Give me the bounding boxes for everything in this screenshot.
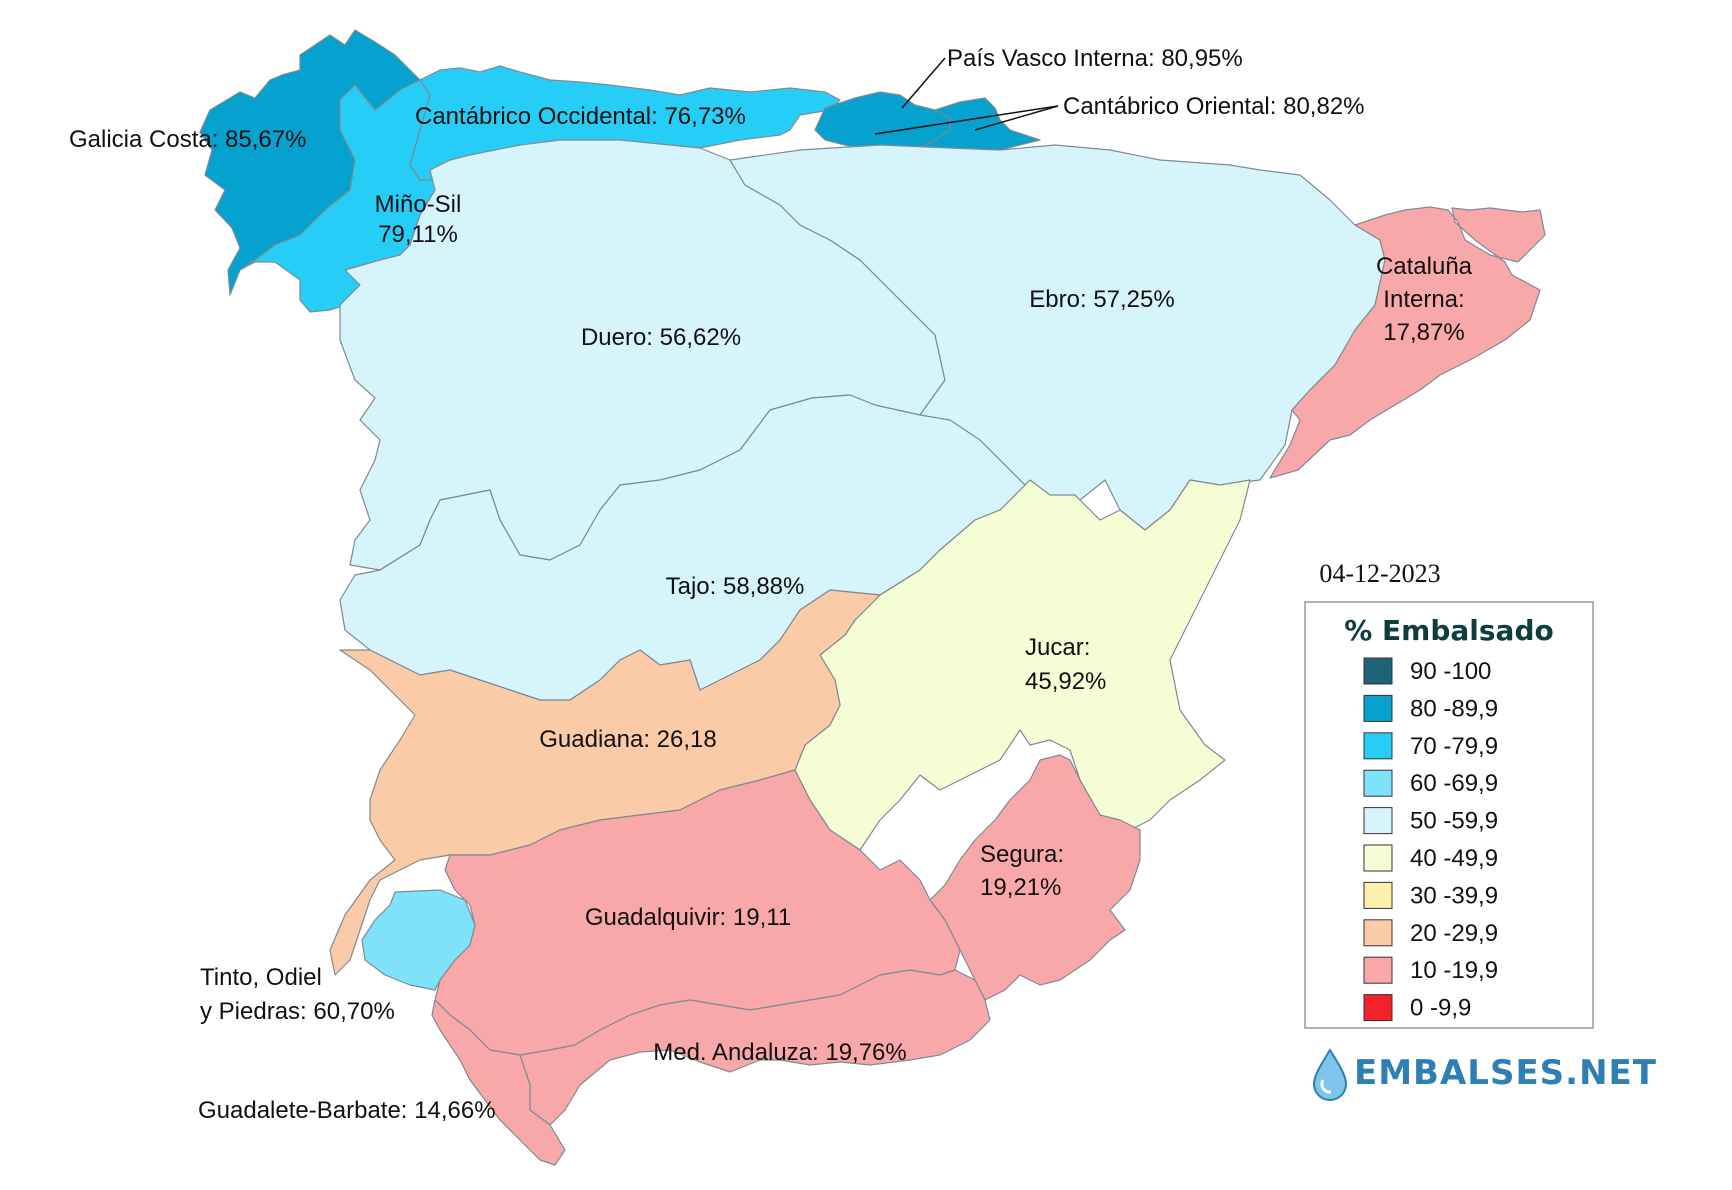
legend-items: 90 -100 80 -89,9 70 -79,9 60 -69,9 50 -59,9 4… [1363,657,1498,1022]
basin-regions [199,29,1546,1166]
basin-tinto [361,889,476,991]
basin-label-line: Tinto, Odiel [200,964,322,991]
basin-label-jucar: Jucar: 45,92% [1025,634,1106,695]
leader-cantabrico-oriental-2 [974,105,1059,131]
basin-label-tajo: Tajo: 58,88% [666,573,805,600]
basin-label-line: Cataluña [1376,253,1473,280]
basin-label-guadalquivir: Guadalquivir: 19,11 [585,904,791,931]
basin-label-duero: Duero: 56,62% [581,324,741,351]
basin-label-line: 17,87% [1383,319,1464,346]
leader-pais-vasco [901,57,946,109]
basin-label-paisvasco: País Vasco Interna: 80,95% [947,45,1243,72]
legend-label: 50 -59,9 [1410,808,1498,835]
basin-label-segura: Segura: 19,21% [980,841,1064,901]
legend-label: 40 -49,9 [1410,845,1498,872]
legend-swatch [1363,844,1393,872]
basin-label-line: Guadiana: 26,18 [539,726,716,753]
legend-swatch [1363,994,1393,1022]
legend-label: 70 -79,9 [1410,733,1498,760]
legend-label: 10 -19,9 [1410,957,1498,984]
basin-label-line: Guadalete-Barbate: 14,66% [198,1097,496,1124]
legend-swatch [1363,881,1393,909]
label-leader-lines [874,57,1059,135]
legend-swatch [1363,694,1393,722]
basin-label-line: Ebro: 57,25% [1029,286,1174,313]
legend-label: 90 -100 [1410,658,1491,685]
basin-labels: Galicia Costa: 85,67% Miño-Sil 79,11% Cantá… [69,45,1473,1124]
basin-label-guadalete: Guadalete-Barbate: 14,66% [198,1097,496,1124]
basin-guadalete [431,999,566,1166]
legend-label: 80 -89,9 [1410,695,1498,722]
legend-swatch [1363,956,1393,984]
legend-label: 20 -29,9 [1410,920,1498,947]
legend-swatch [1363,732,1393,760]
basin-label-line: 79,11% [378,221,458,248]
basin-label-ebro: Ebro: 57,25% [1029,286,1174,313]
basin-label-line: País Vasco Interna: 80,95% [947,45,1243,72]
basin-label-guadiana: Guadiana: 26,18 [539,726,716,753]
basin-label-line: Cantábrico Occidental: 76,73% [415,103,746,130]
basin-label-line: 19,21% [980,874,1061,901]
basin-label-line: Miño-Sil [375,191,462,218]
basin-label-line: Jucar: [1025,634,1090,661]
brand-logo: EMBALSES.NET [1312,1048,1657,1101]
legend-frame [1304,601,1594,1029]
basin-label-line: y Piedras: 60,70% [200,998,395,1025]
legend-title: % Embalsado [1344,614,1553,647]
basin-label-cantocc: Cantábrico Occidental: 76,73% [415,103,746,130]
basin-label-medandaluza: Med. Andaluza: 19,76% [653,1039,907,1066]
basin-label-line: Med. Andaluza: 19,76% [653,1039,907,1066]
basin-label-tinto: Tinto, Odiel y Piedras: 60,70% [200,964,395,1025]
legend-swatch [1363,657,1393,685]
basin-label-line: 45,92% [1025,668,1106,695]
basin-label-minosil: Miño-Sil 79,11% [375,191,462,248]
map-date: 04-12-2023 [1319,559,1440,588]
basin-label-line: Segura: [980,841,1064,868]
basin-label-line: Interna: [1383,286,1464,313]
basin-medandaluza [519,969,991,1126]
legend: % Embalsado 90 -100 80 -89,9 70 -79,9 60 -6… [1304,601,1594,1029]
basin-label-line: Guadalquivir: 19,11 [585,904,791,931]
legend-swatch [1363,807,1393,835]
legend-swatch [1363,919,1393,947]
water-drop-shine [1320,1079,1332,1094]
basin-label-line: Cantábrico Oriental: 80,82% [1063,93,1365,120]
legend-label: 0 -9,9 [1410,995,1471,1022]
leader-cantabrico-oriental-1 [874,105,1059,135]
brand-name: EMBALSES.NET [1354,1053,1657,1093]
legend-label: 30 -39,9 [1410,882,1498,909]
basin-label-galicia: Galicia Costa: 85,67% [69,126,306,153]
legend-swatch [1363,769,1393,797]
basin-label-cantori: Cantábrico Oriental: 80,82% [1063,93,1365,120]
basin-label-line: Duero: 56,62% [581,324,741,351]
legend-label: 60 -69,9 [1410,770,1498,797]
basin-cataluna [1269,206,1546,479]
basin-label-line: Galicia Costa: 85,67% [69,126,306,153]
basin-label-cataluna: Cataluña Interna: 17,87% [1376,253,1473,346]
basin-label-line: Tajo: 58,88% [666,573,805,600]
